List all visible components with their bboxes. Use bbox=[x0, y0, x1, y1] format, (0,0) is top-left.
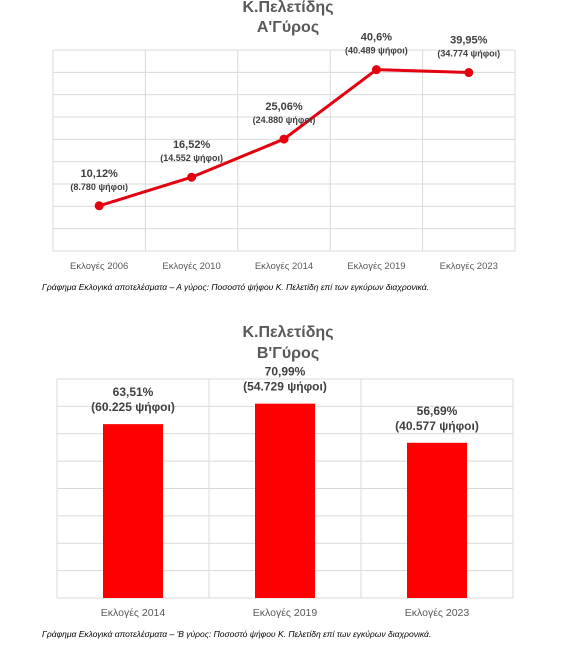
data-label-votes: (54.729 ψήφοι) bbox=[243, 380, 327, 394]
chart1-title: Κ.Πελετίδης bbox=[242, 0, 334, 16]
data-point bbox=[279, 134, 289, 144]
data-point bbox=[464, 68, 474, 78]
x-tick-label: Εκλογές 2019 bbox=[347, 261, 405, 272]
data-point bbox=[94, 201, 104, 211]
x-tick-label: Εκλογές 2014 bbox=[255, 261, 313, 272]
data-label-votes: (40.577 ψήφοι) bbox=[395, 419, 479, 433]
data-label-percent: 56,69% bbox=[417, 404, 458, 418]
bar bbox=[103, 424, 163, 598]
chart1-caption: Γράφημα Εκλογικά αποτελέσματα – Α γύρος:… bbox=[42, 282, 429, 292]
data-label-votes: (14.552 ψήφοι) bbox=[160, 153, 223, 163]
x-tick-label: Εκλογές 2006 bbox=[70, 261, 128, 272]
data-label-percent: 16,52% bbox=[173, 139, 211, 151]
bar bbox=[255, 403, 315, 598]
x-tick-label: Εκλογές 2019 bbox=[253, 607, 318, 619]
data-point bbox=[187, 172, 197, 182]
x-tick-label: Εκλογές 2010 bbox=[162, 261, 220, 272]
data-label-percent: 40,6% bbox=[361, 32, 392, 44]
data-label-percent: 70,99% bbox=[265, 365, 306, 379]
data-label-votes: (24.880 ψήφοι) bbox=[253, 115, 316, 125]
data-label-votes: (8.780 ψήφοι) bbox=[70, 182, 128, 192]
data-point bbox=[371, 65, 381, 75]
chart1-plot: 10,12% (8.780 ψήφοι) 16,52% (14.552 ψήφοι) 2… bbox=[52, 32, 516, 272]
data-label-votes: (40.489 ψήφοι) bbox=[345, 46, 408, 56]
chart2-subtitle: Β'Γύρος bbox=[256, 345, 320, 362]
x-tick-label: Εκλογές 2023 bbox=[405, 607, 470, 619]
data-label-votes: (34.774 ψήφοι) bbox=[437, 49, 500, 59]
bar bbox=[407, 442, 467, 598]
chart1-subtitle: Α'Γύρος bbox=[256, 19, 320, 36]
chart2-title: Κ.Πελετίδης bbox=[242, 324, 334, 341]
x-tick-label: Εκλογές 2023 bbox=[440, 261, 498, 272]
data-label-percent: 10,12% bbox=[81, 168, 119, 180]
x-tick-label: Εκλογές 2014 bbox=[101, 607, 166, 619]
data-label-percent: 39,95% bbox=[450, 35, 488, 47]
data-label-votes: (60.225 ψήφοι) bbox=[91, 400, 175, 414]
data-label-percent: 63,51% bbox=[113, 385, 154, 399]
chart2-caption: Γράφημα Εκλογικά αποτελέσματα – 'Β γύρος… bbox=[42, 629, 432, 639]
data-label-percent: 25,06% bbox=[265, 101, 303, 113]
